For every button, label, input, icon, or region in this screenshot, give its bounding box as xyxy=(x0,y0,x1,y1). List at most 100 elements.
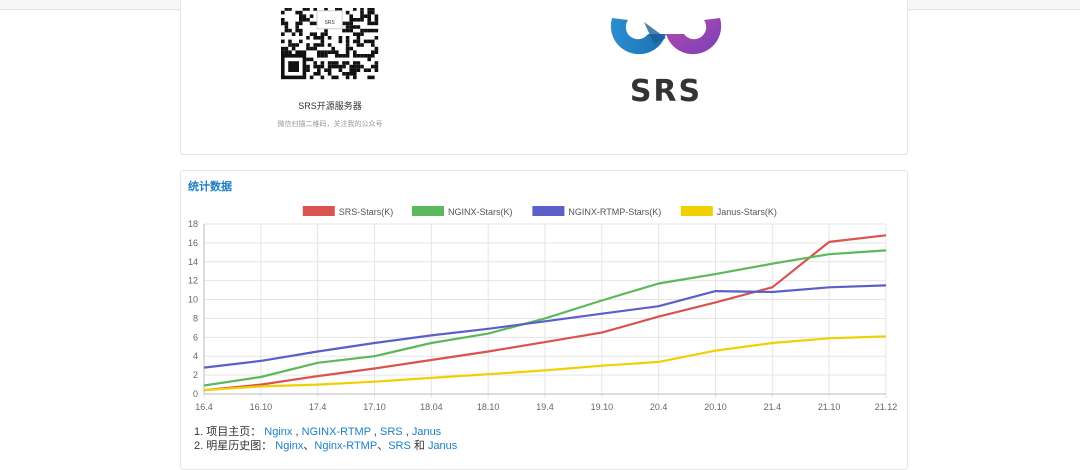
qr-module xyxy=(345,43,350,47)
sep: , xyxy=(402,426,412,438)
qr-module xyxy=(335,75,339,80)
x-tick-label: 19.4 xyxy=(536,402,554,412)
qr-module xyxy=(284,50,289,54)
y-tick-label: 2 xyxy=(193,370,198,380)
y-tick-label: 0 xyxy=(193,389,198,399)
qr-module xyxy=(324,32,328,36)
qr-module xyxy=(299,18,303,22)
qr-module xyxy=(317,43,321,47)
qr-module xyxy=(320,32,325,36)
qr-module xyxy=(371,43,375,47)
qr-module xyxy=(309,46,314,51)
qr-module xyxy=(324,54,328,58)
qr-module xyxy=(371,54,375,58)
qr-module xyxy=(349,18,353,22)
qr-module xyxy=(288,28,292,33)
qr-module xyxy=(320,39,325,44)
qr-module xyxy=(302,50,307,54)
qr-module xyxy=(284,28,289,33)
qr-module xyxy=(306,68,310,72)
link-srs-home[interactable]: SRS xyxy=(380,426,403,438)
qr-module xyxy=(306,36,310,40)
qr-module xyxy=(356,68,361,72)
qr-module xyxy=(345,61,350,65)
qr-module xyxy=(353,39,357,44)
link-janus-home[interactable]: Janus xyxy=(411,426,442,438)
qr-module xyxy=(349,72,353,76)
qr-module xyxy=(299,21,303,26)
qr-module xyxy=(367,21,371,26)
qr-module xyxy=(320,36,325,40)
x-tick-label: 18.04 xyxy=(420,402,443,412)
sep: , xyxy=(292,426,302,438)
link-janus-history[interactable]: Janus xyxy=(427,440,458,452)
link-nginx-history[interactable]: Nginx xyxy=(275,440,304,452)
qr-module xyxy=(295,28,299,33)
qr-module xyxy=(353,64,357,69)
qr-module xyxy=(299,39,303,44)
qr-module xyxy=(335,8,339,11)
link-list: 1. 项目主页： Nginx , NGINX-RTMP , SRS , Janu… xyxy=(194,425,457,453)
logo-text: SRS xyxy=(629,74,703,109)
y-tick-label: 14 xyxy=(188,257,198,267)
qr-module xyxy=(342,21,346,26)
qr-module xyxy=(338,54,343,58)
x-tick-label: 17.10 xyxy=(363,402,386,412)
qr-module xyxy=(371,10,375,15)
qr-module xyxy=(335,61,339,65)
qr-module xyxy=(320,50,325,54)
qr-module xyxy=(302,18,307,22)
qr-module xyxy=(345,28,350,33)
qr-code-image: SRS xyxy=(280,8,380,80)
qr-module xyxy=(317,36,321,40)
qr-module xyxy=(309,21,314,26)
qr-module xyxy=(299,50,303,54)
qr-module xyxy=(291,46,296,51)
qr-module xyxy=(320,61,325,65)
qr-module xyxy=(313,8,317,11)
qr-module xyxy=(317,68,321,72)
qr-module xyxy=(371,75,375,80)
qr-module xyxy=(356,32,361,36)
qr-module xyxy=(281,39,285,44)
qr-module xyxy=(342,64,346,69)
link-nginx-rtmp-home[interactable]: NGINX-RTMP xyxy=(301,426,371,438)
qr-module xyxy=(299,32,303,36)
series-line-3 xyxy=(203,335,887,392)
x-tick-label: 21.4 xyxy=(764,402,782,412)
row-prefix: 1. 项目主页： xyxy=(194,426,262,438)
qr-module xyxy=(353,8,357,11)
qr-module xyxy=(335,64,339,69)
qr-module xyxy=(356,61,361,65)
chart-svg: 0 2 4 6 8 10 12 14 16 18 16.4 16.10 17.4 17.10 18.04 18… xyxy=(188,206,897,412)
y-tick-label: 12 xyxy=(188,276,198,286)
x-tick-label: 20.10 xyxy=(704,402,727,412)
link-srs-history[interactable]: SRS xyxy=(388,440,411,452)
qr-module xyxy=(353,32,357,36)
legend-swatch-0 xyxy=(302,206,335,216)
qr-module xyxy=(291,43,296,47)
qr-module xyxy=(371,28,375,33)
legend-label-3: Janus-Stars(K) xyxy=(717,207,777,217)
qr-module xyxy=(360,28,364,33)
link-nginx-home[interactable]: Nginx xyxy=(264,426,293,438)
qr-module xyxy=(299,14,303,18)
link-nginx-rtmp-history[interactable]: Nginx-RTMP xyxy=(314,440,378,452)
qr-module xyxy=(309,75,314,80)
qr-module xyxy=(345,21,350,26)
qr-module xyxy=(327,43,332,47)
legend-swatch-3 xyxy=(680,206,713,216)
qr-module xyxy=(374,68,379,72)
qr-module xyxy=(353,75,357,80)
qr-module xyxy=(302,14,307,18)
qr-module xyxy=(345,36,350,40)
qr-module xyxy=(338,8,343,11)
qr-module xyxy=(345,25,350,29)
qr-module xyxy=(306,46,310,51)
y-tick-label: 8 xyxy=(193,313,198,323)
qr-module xyxy=(313,21,317,26)
qr-caption: SRS开源服务器 xyxy=(298,101,362,111)
qr-module xyxy=(367,28,371,33)
sep: , xyxy=(370,426,381,438)
x-tick-label: 21.10 xyxy=(818,402,841,412)
